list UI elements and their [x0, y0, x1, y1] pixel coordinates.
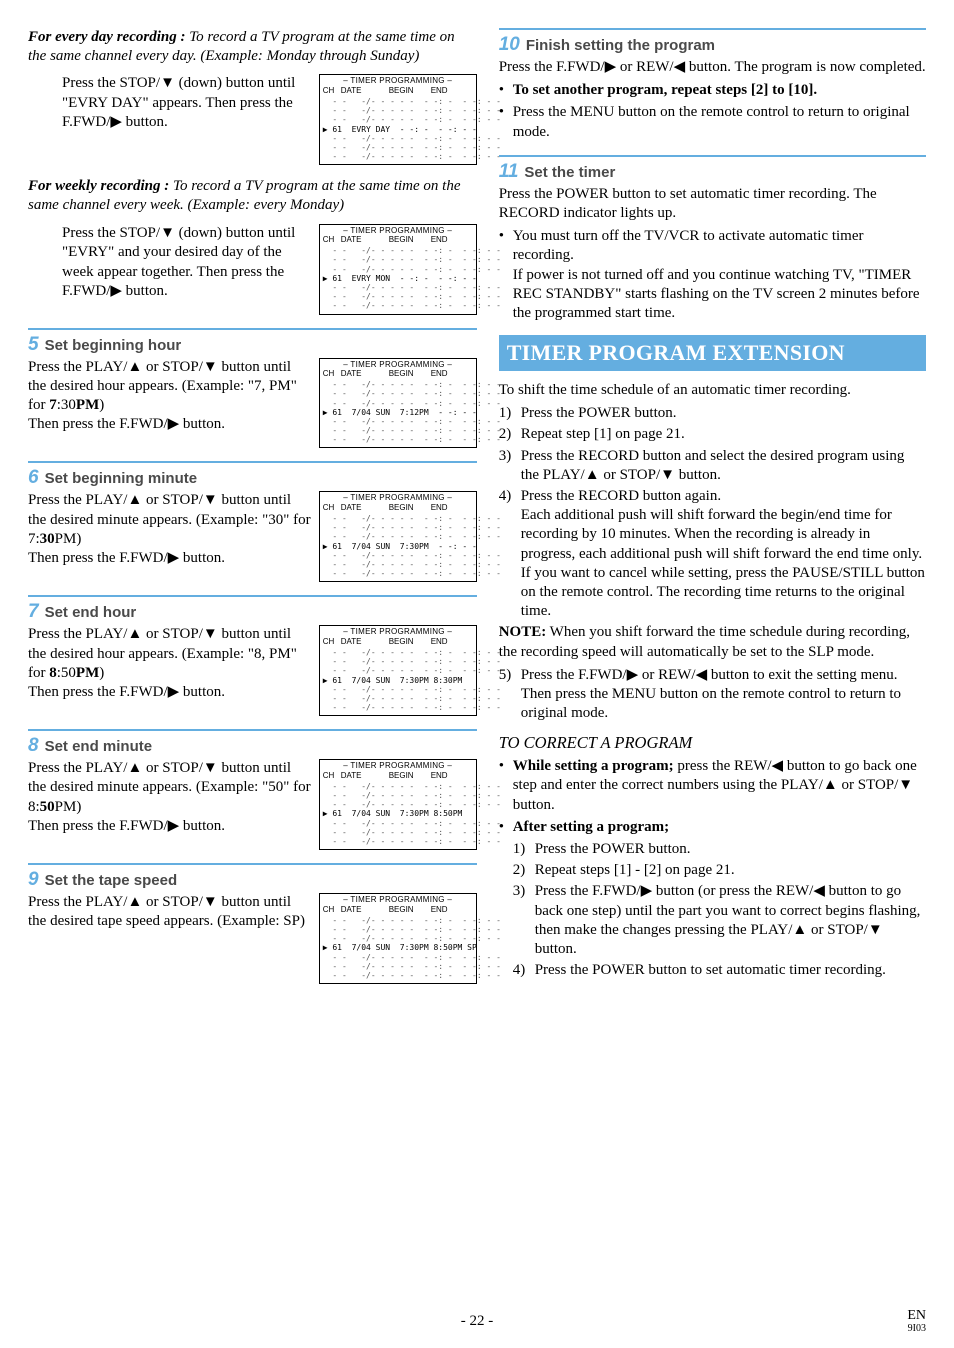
step-6: 6 Set beginning minute Press the PLAY/▲ o…	[28, 461, 477, 582]
step-10-number: 10	[499, 34, 520, 55]
ext-item-3: Press the RECORD button and select the d…	[521, 447, 926, 485]
weekly-intro-bold: For weekly recording :	[28, 178, 169, 194]
footer-en: EN	[907, 1308, 926, 1323]
step-7-title: Set end hour	[45, 604, 137, 621]
daily-intro-bold: For every day recording :	[28, 29, 185, 45]
lcd-daily: – TIMER PROGRAMMING – CHDATEBEGINEND - -…	[319, 74, 477, 165]
footer-right: EN 9I03	[907, 1308, 926, 1334]
lcd-weekly: – TIMER PROGRAMMING – CHDATEBEGINEND - -…	[319, 224, 477, 315]
step-9-number: 9	[28, 869, 39, 890]
weekly-intro: For weekly recording : To record a TV pr…	[28, 177, 477, 215]
step-5-title: Set beginning hour	[45, 337, 182, 354]
correct-bullet-2-lead: After setting a program;	[513, 818, 926, 837]
ext-item-1: Press the POWER button.	[521, 404, 926, 423]
lcd-step7: – TIMER PROGRAMMING – CHDATEBEGINEND - -…	[319, 625, 477, 716]
step-10-bullet-2: Press the MENU button on the remote cont…	[513, 103, 926, 141]
lcd-step8: – TIMER PROGRAMMING – CHDATEBEGINEND - -…	[319, 759, 477, 850]
step-9: 9 Set the tape speed Press the PLAY/▲ or …	[28, 863, 477, 984]
step-8-body: Press the PLAY/▲ or STOP/▼ button until …	[28, 759, 313, 836]
ext-item-5: Press the F.FWD/▶ or REW/◀ button to exi…	[521, 666, 926, 724]
step-10-bullet-1: To set another program, repeat steps [2]…	[513, 82, 817, 98]
daily-intro: For every day recording : To record a TV…	[28, 28, 477, 66]
step-7-body: Press the PLAY/▲ or STOP/▼ button until …	[28, 625, 313, 702]
lcd-head: CHDATEBEGINEND	[323, 87, 473, 96]
correct-title: TO CORRECT A PROGRAM	[499, 733, 926, 753]
step-10-title: Finish setting the program	[526, 37, 715, 54]
step-5-body: Press the PLAY/▲ or STOP/▼ button until …	[28, 358, 313, 435]
correct-sub-4: Press the POWER button to set automatic …	[535, 961, 926, 980]
step-11-body: Press the POWER button to set automatic …	[499, 185, 926, 223]
step-5: 5 Set beginning hour Press the PLAY/▲ or …	[28, 328, 477, 449]
daily-sub: Press the STOP/▼ (down) button until "EV…	[62, 74, 313, 133]
correct-sublist: 1)Press the POWER button. 2)Repeat steps…	[499, 840, 926, 980]
page-number: - 22 -	[0, 1313, 954, 1330]
step-8-number: 8	[28, 735, 39, 756]
lcd-step5: – TIMER PROGRAMMING – CHDATEBEGINEND - -…	[319, 358, 477, 449]
weekly-sub: Press the STOP/▼ (down) button until "EV…	[62, 224, 313, 302]
step-9-body: Press the PLAY/▲ or STOP/▼ button until …	[28, 893, 313, 931]
correct-sub-1: Press the POWER button.	[535, 840, 926, 859]
step-11-number: 11	[499, 161, 519, 182]
step-5-number: 5	[28, 334, 39, 355]
ext-item-4: Press the RECORD button again.	[521, 488, 721, 504]
step-11-bullet-a: You must turn off the TV/VCR to activate…	[513, 228, 864, 263]
step-8-title: Set end minute	[45, 738, 153, 755]
ext-item-2: Repeat step [1] on page 21.	[521, 425, 926, 444]
step-7-number: 7	[28, 601, 39, 622]
extension-title-bar: TIMER PROGRAM EXTENSION	[499, 335, 926, 371]
extension-note: NOTE: When you shift forward the time sc…	[499, 623, 926, 661]
lcd-step6: – TIMER PROGRAMMING – CHDATEBEGINEND - -…	[319, 491, 477, 582]
correct-sub-2: Repeat steps [1] - [2] on page 21.	[535, 861, 926, 880]
ext-item-4-detail: Each additional push will shift forward …	[521, 507, 925, 619]
step-10-body: Press the F.FWD/▶ or REW/◀ button. The p…	[499, 58, 926, 77]
footer-code: 9I03	[907, 1323, 926, 1334]
step-11-title: Set the timer	[524, 164, 615, 181]
lcd-title: – TIMER PROGRAMMING –	[323, 77, 473, 86]
step-8: 8 Set end minute Press the PLAY/▲ or STOP…	[28, 729, 477, 850]
correct-bullet-1: While setting a program; press the REW/◀…	[513, 757, 926, 815]
step-9-title: Set the tape speed	[45, 872, 178, 889]
step-7: 7 Set end hour Press the PLAY/▲ or STOP/▼…	[28, 595, 477, 716]
step-11-bullet-b: If power is not turned off and you conti…	[513, 267, 920, 321]
step-11: 11 Set the timer Press the POWER button t…	[499, 155, 926, 323]
lcd-step9: – TIMER PROGRAMMING – CHDATEBEGINEND - -…	[319, 893, 477, 984]
extension-intro: To shift the time schedule of an automat…	[499, 381, 926, 400]
correct-sub-3: Press the F.FWD/▶ button (or press the R…	[535, 882, 926, 959]
step-10: 10 Finish setting the program Press the F…	[499, 28, 926, 142]
step-6-body: Press the PLAY/▲ or STOP/▼ button until …	[28, 491, 313, 568]
step-6-title: Set beginning minute	[45, 470, 198, 487]
step-6-number: 6	[28, 467, 39, 488]
extension-list: 1)Press the POWER button. 2)Repeat step …	[499, 404, 926, 621]
